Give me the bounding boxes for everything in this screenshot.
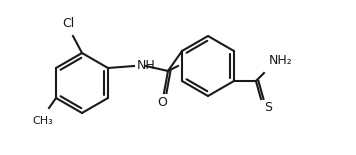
Text: CH₃: CH₃ xyxy=(33,116,53,126)
Text: NH₂: NH₂ xyxy=(269,54,293,67)
Text: NH: NH xyxy=(137,59,156,72)
Text: S: S xyxy=(264,101,272,114)
Text: Cl: Cl xyxy=(62,17,74,30)
Text: O: O xyxy=(157,96,167,109)
